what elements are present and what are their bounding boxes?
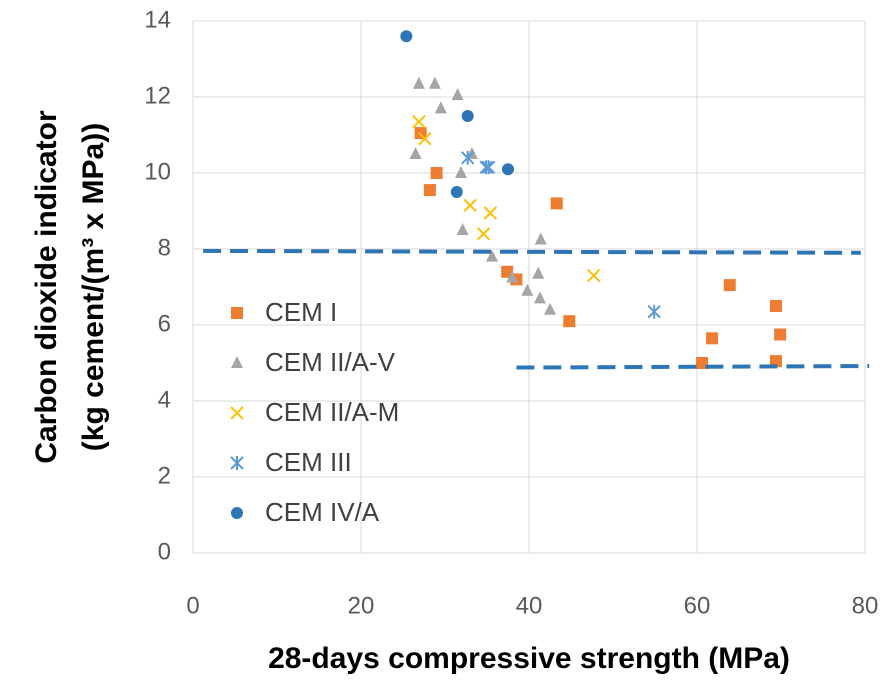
marker (476, 227, 491, 241)
legend-label: CEM II/A-V (265, 347, 396, 377)
marker (774, 328, 787, 341)
marker (502, 163, 514, 176)
marker (483, 206, 498, 220)
y-axis-title: (kg cement/(m³ x MPa)) (77, 123, 110, 451)
marker (460, 150, 475, 165)
legend-label: CEM III (265, 447, 352, 477)
y-tick-label: 4 (158, 386, 171, 413)
legend-label: CEM II/A-M (265, 397, 399, 427)
marker (418, 132, 432, 146)
y-tick-label: 2 (158, 462, 171, 489)
marker (461, 110, 474, 122)
legend-marker (231, 307, 243, 319)
marker (706, 332, 719, 345)
dashed-line (203, 248, 861, 255)
x-tick-label: 60 (684, 592, 711, 619)
marker (400, 30, 413, 43)
marker (414, 127, 427, 140)
y-tick-label: 8 (158, 234, 171, 261)
marker (506, 270, 519, 283)
marker (412, 114, 426, 129)
marker (430, 167, 443, 179)
x-tick-label: 80 (852, 592, 879, 619)
y-tick-label: 10 (144, 158, 171, 185)
marker (423, 184, 436, 197)
y-tick-label: 14 (144, 6, 171, 33)
marker (534, 232, 547, 245)
marker (481, 160, 496, 175)
marker (450, 186, 463, 198)
x-tick-label: 40 (516, 592, 543, 619)
marker (550, 197, 563, 210)
dashed-line (516, 364, 870, 370)
marker (486, 249, 499, 262)
x-tick-label: 0 (186, 592, 199, 619)
marker (769, 300, 782, 312)
y-tick-label: 12 (144, 82, 171, 109)
marker (586, 268, 601, 283)
legend-marker (231, 507, 243, 519)
marker (563, 315, 576, 328)
marker (533, 291, 546, 304)
y-tick-label: 0 (158, 538, 171, 565)
legend-marker (231, 356, 243, 368)
y-tick-label: 6 (158, 310, 171, 337)
y-axis-title: Carbon dioxide indicator (30, 110, 63, 464)
legend-marker (230, 406, 244, 420)
marker (463, 198, 477, 213)
legend-marker (230, 456, 244, 470)
marker (456, 223, 469, 235)
marker (647, 304, 661, 319)
x-tick-label: 20 (348, 592, 375, 619)
marker (409, 147, 422, 159)
marker (696, 357, 709, 369)
marker (454, 166, 467, 178)
legend-label: CEM IV/A (265, 497, 380, 527)
marker (479, 160, 493, 175)
x-axis-title: 28-days compressive strength (MPa) (268, 642, 790, 675)
marker (412, 76, 425, 89)
marker (521, 283, 534, 296)
marker (769, 355, 782, 368)
marker (532, 266, 545, 279)
marker (544, 302, 556, 315)
marker (723, 279, 736, 292)
marker (428, 76, 441, 89)
legend-label: CEM I (265, 297, 337, 327)
marker (434, 101, 447, 114)
marker (451, 88, 464, 101)
